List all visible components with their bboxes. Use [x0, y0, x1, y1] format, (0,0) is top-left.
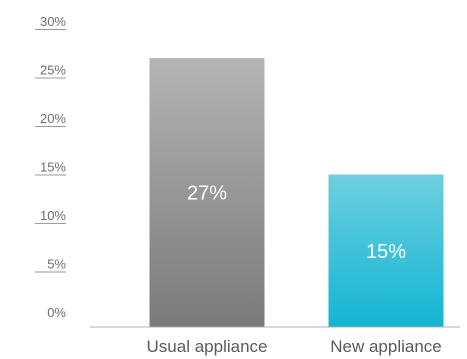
x-category-label: Usual appliance	[147, 337, 268, 356]
bar	[328, 174, 444, 327]
y-tick-label: 15%	[40, 160, 66, 175]
y-tick-label: 0%	[47, 305, 66, 320]
bar	[149, 58, 265, 327]
y-axis: 0% 5% 10% 15% 20% 25% 30%	[35, 14, 66, 320]
x-axis: Usual appliance New appliance	[147, 337, 442, 356]
y-tick-label: 30%	[40, 14, 66, 29]
bars: 27% 15%	[149, 58, 444, 327]
y-tick-label: 10%	[40, 208, 66, 223]
y-tick-label: 25%	[40, 63, 66, 78]
y-tick-label: 20%	[40, 111, 66, 126]
y-tick-label: 5%	[47, 257, 66, 272]
bar-value-label: 15%	[366, 241, 406, 263]
x-category-label: New appliance	[330, 337, 442, 356]
bar-value-label: 27%	[187, 183, 227, 205]
